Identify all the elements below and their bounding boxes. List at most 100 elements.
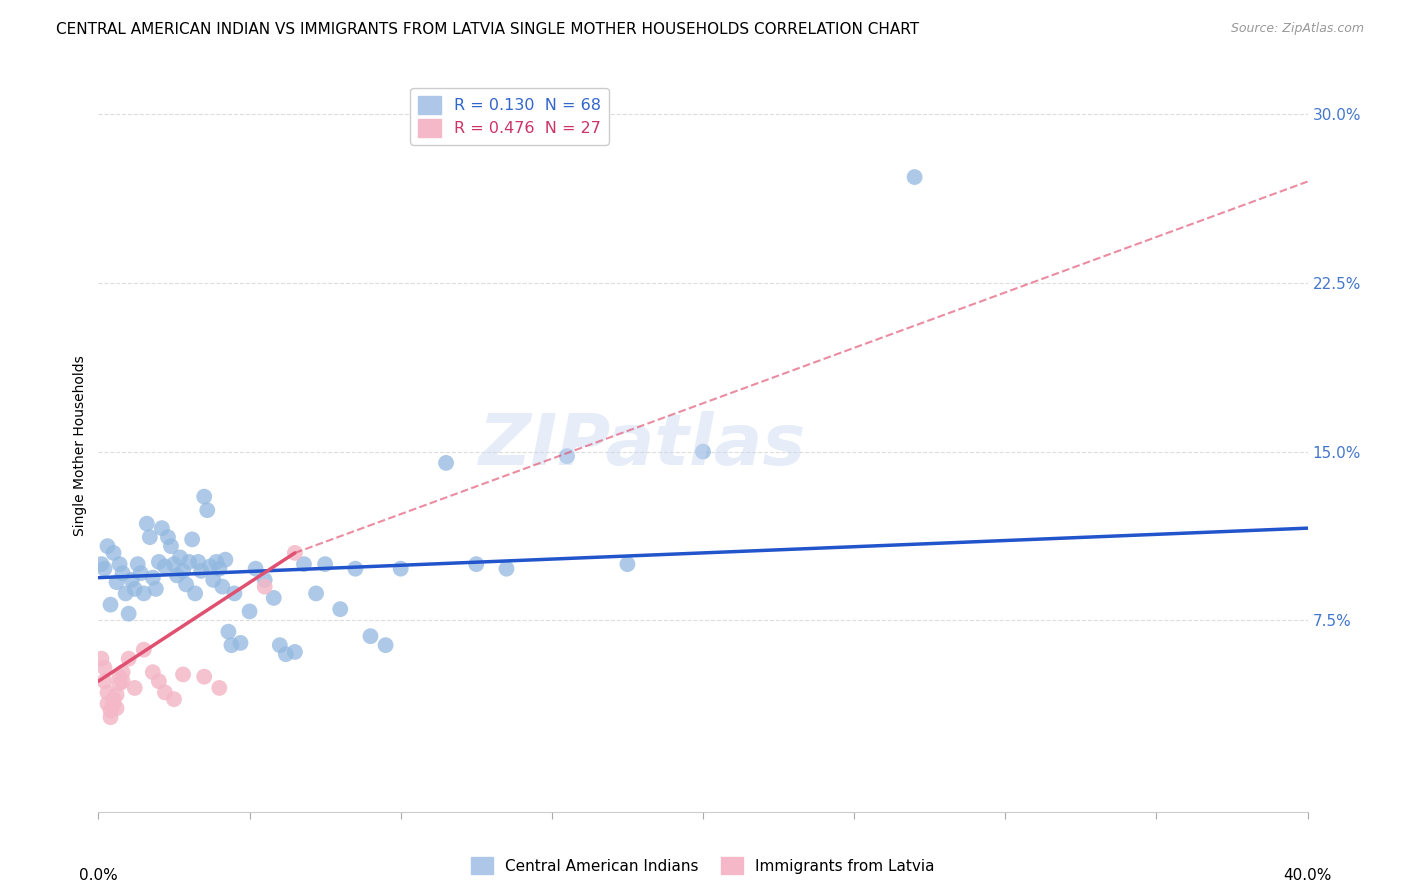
Point [169, 550, 191, 565]
Point [100, 703, 122, 717]
Legend: Central American Indians, Immigrants from Latvia: Central American Indians, Immigrants fro… [465, 851, 941, 880]
Point [187, 555, 209, 569]
Point [172, 564, 194, 578]
Text: Source: ZipAtlas.com: Source: ZipAtlas.com [1230, 22, 1364, 36]
Point [103, 692, 125, 706]
Point [904, 169, 927, 184]
Point [193, 670, 215, 684]
Point [229, 636, 252, 650]
Point [96, 685, 118, 699]
Point [93, 661, 115, 675]
Point [329, 602, 352, 616]
Point [190, 564, 212, 578]
Point [145, 582, 167, 596]
Point [179, 555, 201, 569]
Point [111, 674, 134, 689]
Point [96, 539, 118, 553]
Point [253, 573, 276, 587]
Point [172, 667, 194, 681]
Point [245, 562, 267, 576]
Point [163, 692, 186, 706]
Point [100, 710, 122, 724]
Point [174, 577, 197, 591]
Point [465, 557, 488, 571]
Point [202, 573, 225, 587]
Text: 0.0%: 0.0% [79, 868, 118, 883]
Point [105, 701, 128, 715]
Point [195, 503, 218, 517]
Point [495, 562, 517, 576]
Point [193, 490, 215, 504]
Point [360, 629, 382, 643]
Point [142, 665, 165, 680]
Point [253, 580, 276, 594]
Point [221, 638, 243, 652]
Point [93, 562, 115, 576]
Point [148, 674, 170, 689]
Point [142, 571, 165, 585]
Point [127, 557, 149, 571]
Point [153, 685, 176, 699]
Point [129, 566, 152, 581]
Point [284, 645, 307, 659]
Text: ZIPatlas: ZIPatlas [479, 411, 806, 481]
Point [692, 444, 714, 458]
Point [205, 555, 228, 569]
Point [292, 557, 315, 571]
Legend: R = 0.130  N = 68, R = 0.476  N = 27: R = 0.130 N = 68, R = 0.476 N = 27 [411, 88, 609, 145]
Point [103, 546, 125, 560]
Point [93, 674, 115, 689]
Point [389, 562, 412, 576]
Point [111, 665, 134, 680]
Point [118, 607, 141, 621]
Point [108, 557, 131, 571]
Point [184, 586, 207, 600]
Point [208, 681, 231, 695]
Point [208, 562, 231, 576]
Point [434, 456, 457, 470]
Point [111, 566, 134, 581]
Point [90, 557, 112, 571]
Point [153, 559, 176, 574]
Point [124, 582, 146, 596]
Point [269, 638, 291, 652]
Point [139, 530, 162, 544]
Point [374, 638, 396, 652]
Point [90, 651, 112, 665]
Point [239, 604, 262, 618]
Point [132, 642, 155, 657]
Point [284, 546, 307, 560]
Point [616, 557, 638, 571]
Point [314, 557, 336, 571]
Point [105, 688, 128, 702]
Text: CENTRAL AMERICAN INDIAN VS IMMIGRANTS FROM LATVIA SINGLE MOTHER HOUSEHOLDS CORRE: CENTRAL AMERICAN INDIAN VS IMMIGRANTS FR… [56, 22, 920, 37]
Point [160, 539, 183, 553]
Point [263, 591, 285, 605]
Point [124, 681, 146, 695]
Point [121, 573, 143, 587]
Point [274, 647, 297, 661]
Point [114, 586, 136, 600]
Point [305, 586, 328, 600]
Text: 40.0%: 40.0% [1284, 868, 1331, 883]
Point [166, 568, 188, 582]
Point [135, 516, 157, 531]
Point [214, 552, 236, 566]
Y-axis label: Single Mother Households: Single Mother Households [73, 356, 87, 536]
Point [105, 575, 128, 590]
Point [96, 697, 118, 711]
Point [100, 598, 122, 612]
Point [118, 651, 141, 665]
Point [148, 555, 170, 569]
Point [132, 586, 155, 600]
Point [150, 521, 173, 535]
Point [108, 676, 131, 690]
Point [103, 697, 125, 711]
Point [224, 586, 246, 600]
Point [108, 670, 131, 684]
Point [344, 562, 367, 576]
Point [555, 449, 578, 463]
Point [156, 530, 179, 544]
Point [163, 557, 186, 571]
Point [200, 559, 222, 574]
